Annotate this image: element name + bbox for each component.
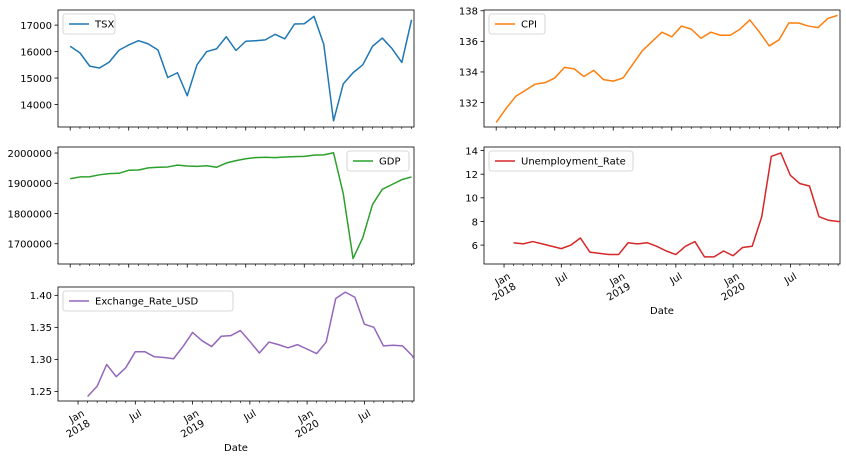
x-tick-label: Jul <box>127 408 144 424</box>
x-tick-label: Jul <box>668 271 685 287</box>
legend-label: TSX <box>94 20 114 31</box>
series-line <box>513 152 840 258</box>
chart-panel-4: 6 8 10 12 14 Jan2018 Jul Jan2019 Jul Jan2020 Jul Da… <box>465 146 841 317</box>
x-tick-label: Jan2018 <box>59 408 92 440</box>
legend: Unemployment_Rate <box>488 150 634 172</box>
y-tick-label: 1800000 <box>7 209 52 220</box>
chart-panel-1: 14000 15000 16000 17000 TSX <box>20 9 415 131</box>
y-tick-label: 6 <box>472 241 478 252</box>
series-line <box>87 291 414 398</box>
legend: Exchange_Rate_USD <box>62 290 234 312</box>
plot-area <box>57 9 415 128</box>
x-tick-label: Jan2020 <box>714 271 747 303</box>
y-tick-label: 1.25 <box>30 387 52 398</box>
y-tick-label: 8 <box>472 217 478 228</box>
x-tick-label: Jan2019 <box>174 408 207 440</box>
x-tick-label: Jan2019 <box>600 271 633 303</box>
y-tick-label: 136 <box>459 37 478 48</box>
x-tick-label: Jan2018 <box>485 271 518 303</box>
chart-panel-5: 1.25 1.30 1.35 1.40 Jan2018 Jul Jan2019 Jul Jan2… <box>30 286 415 454</box>
x-axis-label: Date <box>224 443 248 454</box>
legend: GDP <box>346 150 410 172</box>
x-tick-month: Jul <box>242 408 259 424</box>
y-tick-label: 138 <box>459 7 478 18</box>
x-tick-month: Jul <box>356 408 373 424</box>
y-tick-label: 10 <box>465 194 478 205</box>
series-line <box>69 15 413 122</box>
legend-box <box>488 150 634 172</box>
x-tick-label: Jul <box>242 408 259 424</box>
y-tick-label: 1.40 <box>30 291 52 302</box>
legend-box <box>62 290 234 312</box>
legend-label: Unemployment_Rate <box>521 157 626 168</box>
series-line <box>495 14 838 123</box>
legend-label: GDP <box>379 157 400 168</box>
x-tick-month: Jul <box>127 408 144 424</box>
x-tick-label: Jan2020 <box>288 408 321 440</box>
legend: TSX <box>62 13 116 35</box>
x-tick-month: Jul <box>782 271 799 287</box>
y-tick-label: 12 <box>465 170 478 181</box>
y-tick-label: 1900000 <box>7 179 52 190</box>
x-tick-month: Jul <box>668 271 685 287</box>
x-tick-label: Jul <box>356 408 373 424</box>
legend-box <box>488 13 546 35</box>
legend-box <box>346 150 410 172</box>
y-tick-label: 14000 <box>20 100 52 111</box>
x-tick-label: Jul <box>553 271 570 287</box>
legend-label: Exchange_Rate_USD <box>95 297 198 308</box>
y-tick-label: 14 <box>465 146 478 157</box>
legend: CPI <box>488 13 546 35</box>
x-axis-label: Date <box>650 306 674 317</box>
y-tick-label: 15000 <box>20 74 52 85</box>
chart-panel-2: 132 134 136 138 CPI <box>459 7 841 131</box>
y-tick-label: 1.30 <box>30 355 52 366</box>
y-tick-label: 1700000 <box>7 240 52 251</box>
x-tick-label: Jul <box>782 271 799 287</box>
x-tick-month: Jul <box>553 271 570 287</box>
y-tick-label: 16000 <box>20 47 52 58</box>
legend-label: CPI <box>521 20 537 31</box>
y-tick-label: 1.35 <box>30 323 52 334</box>
chart-panel-3: 1700000 1800000 1900000 2000000 GDP <box>7 146 415 268</box>
y-tick-label: 134 <box>459 68 478 79</box>
y-tick-label: 17000 <box>20 21 52 32</box>
y-tick-label: 132 <box>459 98 478 109</box>
series-line <box>70 151 412 260</box>
y-tick-label: 2000000 <box>7 149 52 160</box>
